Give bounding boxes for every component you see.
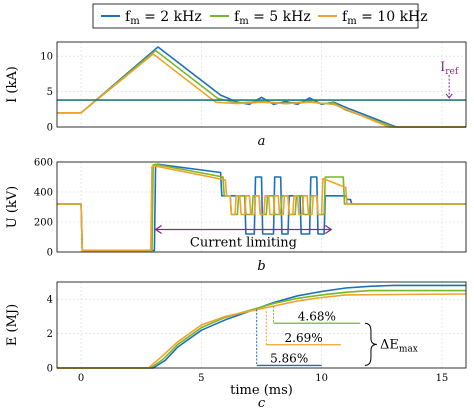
plot-frame <box>56 41 467 128</box>
panel-b: 0 200 400 600 U (kV) b Current limiting <box>5 158 467 274</box>
y-axis-label: E (MJ) <box>5 304 20 346</box>
y-tick-label: 10 <box>40 52 53 63</box>
delta-percent-label: 2.69% <box>285 331 323 345</box>
y-axis-label: U (kV) <box>5 186 20 229</box>
delta-percent-label: 5.86% <box>270 351 308 365</box>
delta-percent-label: 4.68% <box>298 309 336 323</box>
y-tick-label: 5 <box>47 87 53 98</box>
y-tick-label: 2 <box>47 329 53 340</box>
y-tick-label: 0 <box>47 248 53 259</box>
plot-frame <box>56 281 467 369</box>
legend: fm = 2 kHz fm = 5 kHz fm = 10 kHz <box>92 3 428 29</box>
panel-a: 0 5 10 I (kA) a Iref <box>5 41 467 149</box>
x-tick-label: 5 <box>198 373 204 384</box>
y-tick-label: 400 <box>34 188 53 199</box>
y-tick-label: 0 <box>47 123 53 134</box>
arrowhead-right <box>324 224 333 235</box>
iref-label: Iref <box>440 60 459 77</box>
delta-brace <box>364 322 377 366</box>
series-line-f-m-10-khz <box>57 165 466 252</box>
arrowhead-left <box>154 224 163 235</box>
panel-label: c <box>258 396 266 411</box>
series-line-f-m-5-khz <box>57 289 466 369</box>
series-line-f-m-10-khz <box>57 293 467 369</box>
y-tick-label: 200 <box>34 218 53 229</box>
y-tick-label: 4 <box>47 295 53 306</box>
x-axis-label: time (ms) <box>230 383 293 398</box>
series-line-f-m-2-khz <box>57 284 466 369</box>
y-tick-label: 0 <box>47 364 53 375</box>
current-limiting-label: Current limiting <box>190 236 297 251</box>
series-line-f-m-2-khz <box>57 46 466 128</box>
series-line-f-m-5-khz <box>57 49 466 128</box>
iref-arrowhead <box>445 93 453 99</box>
x-tick-label: 15 <box>436 373 449 384</box>
panel-label: a <box>258 134 266 149</box>
panel-label: b <box>257 259 265 274</box>
plot-frame <box>56 161 467 253</box>
legend-entry-5khz: fm = 5 kHz <box>234 9 311 27</box>
x-tick-label: 10 <box>315 373 328 384</box>
y-tick-label: 600 <box>34 158 53 169</box>
y-axis-label: I (kA) <box>5 66 20 103</box>
legend-entry-2khz: fm = 2 kHz <box>125 9 202 27</box>
series-line-f-m-10-khz <box>57 53 466 128</box>
legend-entry-10khz: fm = 10 kHz <box>342 9 428 27</box>
delta-emax-label: ΔEmax <box>380 337 418 354</box>
x-tick-label: 0 <box>78 373 84 384</box>
legend-frame <box>92 3 419 29</box>
